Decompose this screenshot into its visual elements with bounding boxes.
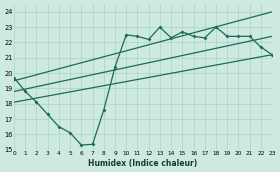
X-axis label: Humidex (Indice chaleur): Humidex (Indice chaleur): [88, 159, 198, 168]
